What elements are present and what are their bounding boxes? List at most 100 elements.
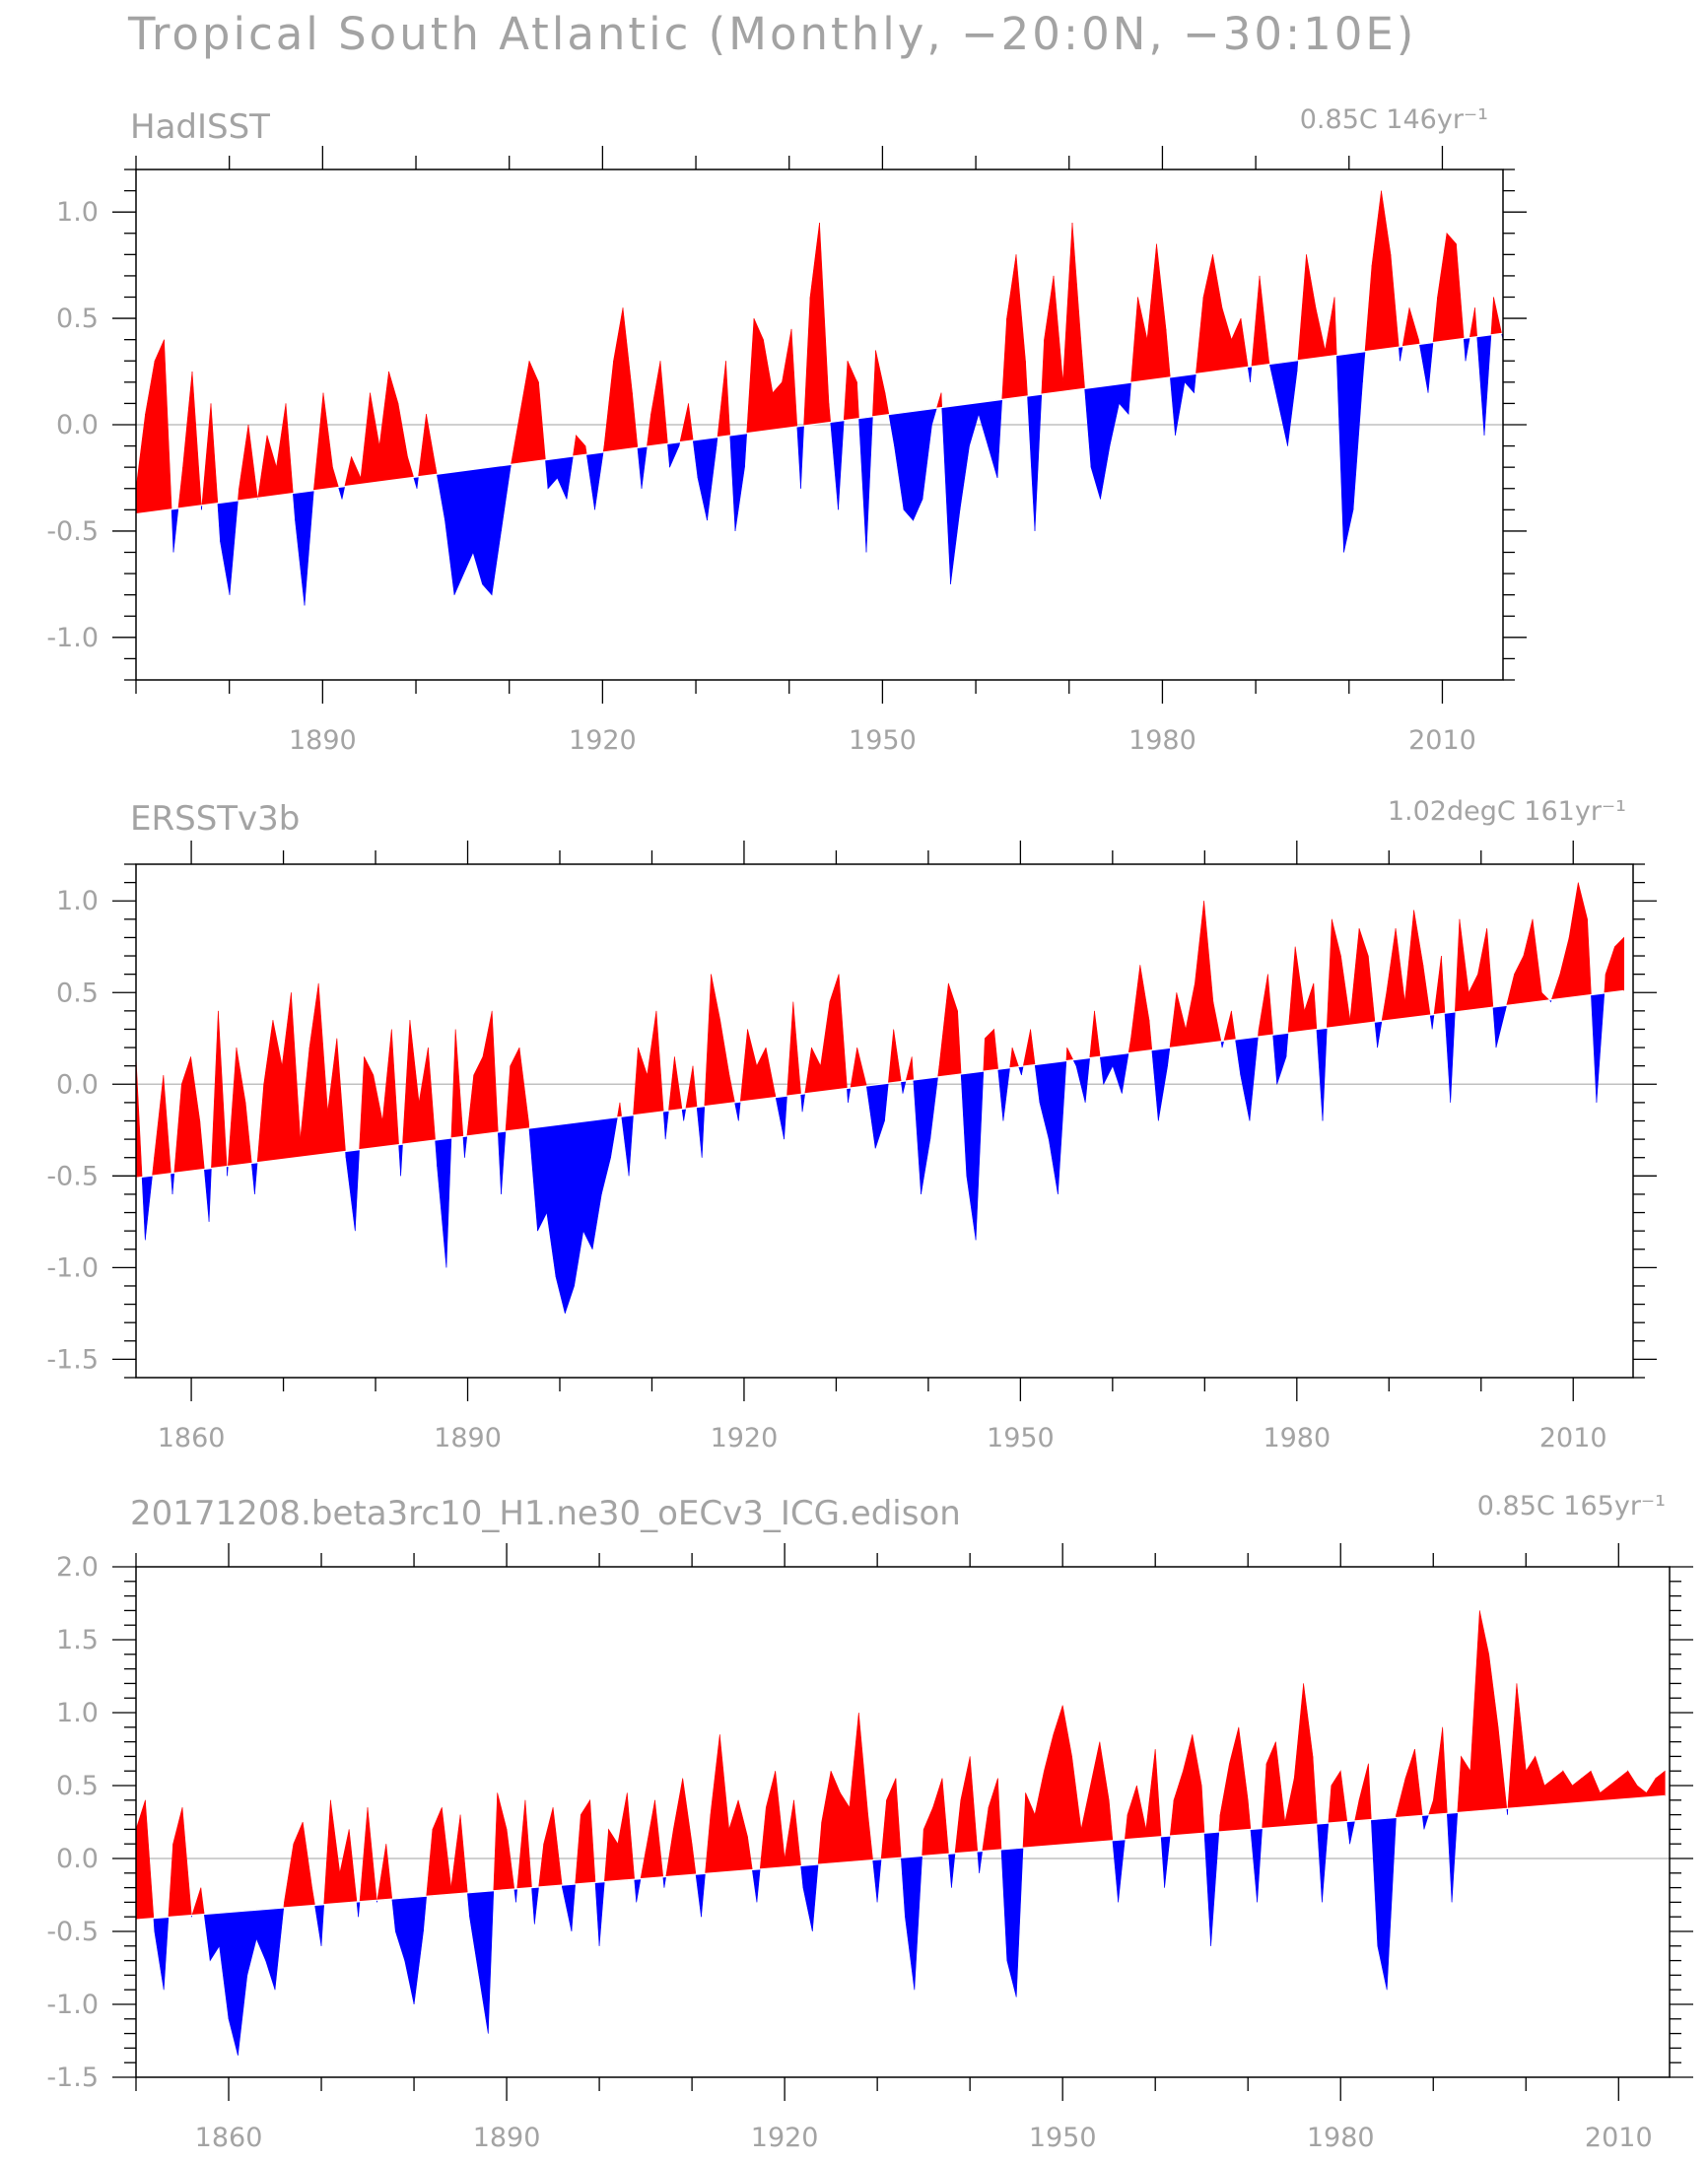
negative-anomaly-segment bbox=[594, 451, 604, 510]
negative-anomaly-segment bbox=[574, 1120, 584, 1287]
negative-anomaly-segment bbox=[1164, 1835, 1171, 1888]
negative-anomaly-segment bbox=[1257, 1828, 1263, 1903]
negative-anomaly-segment bbox=[801, 1093, 806, 1113]
negative-anomaly-segment bbox=[444, 471, 455, 595]
positive-anomaly-segment bbox=[1454, 918, 1461, 1013]
positive-anomaly-segment bbox=[573, 435, 577, 457]
positive-anomaly-segment bbox=[608, 1828, 619, 1882]
negative-anomaly-segment bbox=[600, 1117, 611, 1194]
positive-anomaly-segment bbox=[323, 1799, 331, 1906]
negative-anomaly-segment bbox=[951, 1853, 956, 1888]
negative-anomaly-segment bbox=[1296, 360, 1299, 372]
positive-anomaly-segment bbox=[947, 982, 958, 1076]
negative-anomaly-segment bbox=[345, 1149, 356, 1232]
positive-anomaly-segment bbox=[793, 1799, 801, 1867]
negative-anomaly-segment bbox=[1072, 1058, 1077, 1066]
positive-anomaly-segment bbox=[1333, 297, 1337, 357]
negative-anomaly-segment bbox=[902, 1080, 907, 1094]
positive-anomaly-segment bbox=[840, 1791, 851, 1863]
positive-anomaly-segment bbox=[1185, 982, 1196, 1047]
negative-anomaly-segment bbox=[531, 1887, 535, 1925]
negative-anomaly-segment bbox=[501, 464, 512, 531]
negative-anomaly-segment bbox=[830, 421, 839, 510]
positive-anomaly-segment bbox=[640, 1851, 647, 1879]
negative-anomaly-segment bbox=[557, 456, 568, 500]
negative-anomaly-fill-ersstv3b bbox=[141, 992, 1606, 1314]
positive-anomaly-segment bbox=[1053, 1705, 1063, 1847]
positive-anomaly-segment bbox=[1568, 882, 1579, 998]
negative-anomaly-segment bbox=[1112, 1053, 1123, 1094]
positive-anomaly-segment bbox=[181, 1807, 192, 1917]
negative-anomaly-segment bbox=[988, 399, 998, 479]
positive-anomaly-segment bbox=[589, 1799, 596, 1884]
positive-anomaly-segment bbox=[1265, 1741, 1276, 1829]
positive-anomaly-segment bbox=[518, 1047, 529, 1130]
negative-anomaly-segment bbox=[466, 1892, 470, 1918]
positive-anomaly-segment bbox=[1437, 233, 1448, 343]
positive-anomaly-segment bbox=[938, 982, 949, 1078]
positive-anomaly-segment bbox=[1325, 297, 1335, 358]
negative-anomaly-segment bbox=[1247, 366, 1251, 382]
x-tick-label: 2010 bbox=[1539, 1423, 1607, 1453]
positive-anomaly-segment bbox=[1590, 1771, 1601, 1802]
positive-anomaly-segment bbox=[1229, 1726, 1240, 1832]
positive-anomaly-segment bbox=[1469, 1610, 1480, 1812]
negative-anomaly-segment bbox=[1370, 1818, 1379, 1946]
positive-anomaly-segment bbox=[1165, 328, 1171, 378]
negative-anomaly-segment bbox=[1322, 1027, 1328, 1121]
plot-frame-model-run bbox=[135, 1566, 1671, 2078]
positive-anomaly-segment bbox=[1581, 1770, 1592, 1803]
negative-anomaly-segment bbox=[1346, 1820, 1350, 1845]
positive-anomaly-segment bbox=[1526, 1755, 1536, 1808]
positive-anomaly-segment bbox=[182, 371, 193, 508]
positive-anomaly-segment bbox=[784, 1799, 794, 1868]
y-tick-label: 1.5 bbox=[56, 1625, 99, 1655]
positive-anomaly-segment bbox=[691, 1844, 697, 1875]
positive-anomaly-segment bbox=[1516, 1683, 1527, 1808]
negative-anomaly-segment bbox=[636, 1878, 642, 1903]
positive-anomaly-segment bbox=[351, 456, 362, 487]
negative-anomaly-segment bbox=[669, 441, 680, 468]
positive-anomaly-segment bbox=[359, 1807, 369, 1903]
panel-title-model-run: 20171208.beta3rc10_H1.ne30_oECv3_ICG.edi… bbox=[130, 1494, 961, 1533]
positive-anomaly-segment bbox=[332, 467, 339, 489]
positive-anomaly-segment bbox=[1646, 1777, 1657, 1798]
positive-anomaly-segment bbox=[459, 1814, 468, 1894]
positive-anomaly-segment bbox=[1297, 254, 1307, 362]
positive-anomaly-segment bbox=[145, 361, 156, 513]
negative-anomaly-segment bbox=[1446, 1812, 1453, 1903]
negative-anomaly-segment bbox=[1377, 1020, 1383, 1048]
negative-anomaly-segment bbox=[894, 412, 905, 510]
negative-anomaly-segment bbox=[220, 501, 231, 595]
negative-anomaly-segment bbox=[413, 476, 418, 489]
negative-anomaly-segment bbox=[585, 452, 595, 510]
trend-line-model-run bbox=[135, 1794, 1666, 1921]
positive-anomaly-segment bbox=[244, 1102, 252, 1165]
negative-anomaly-segment bbox=[163, 1917, 170, 1991]
positive-anomaly-segment bbox=[817, 1821, 823, 1865]
positive-anomaly-segment bbox=[1146, 243, 1157, 381]
positive-anomaly-segment bbox=[1212, 254, 1223, 372]
positive-anomaly-segment bbox=[1514, 955, 1525, 1005]
positive-anomaly-segment bbox=[330, 1799, 341, 1905]
x-tick-label: 1980 bbox=[1128, 725, 1196, 756]
positive-anomaly-segment bbox=[1080, 1785, 1091, 1844]
panel-hadisst: HadISST 0.85C 146yr⁻¹ 1.00.50.0-0.5-1.01… bbox=[46, 104, 1527, 756]
negative-anomaly-segment bbox=[695, 1873, 702, 1918]
negative-anomaly-segment bbox=[621, 1115, 630, 1177]
negative-anomaly-segment bbox=[683, 1108, 687, 1121]
positive-anomaly-segment bbox=[302, 1821, 312, 1907]
positive-anomaly-segment bbox=[746, 318, 755, 435]
negative-anomaly-segment bbox=[546, 1124, 557, 1277]
positive-anomaly-segment bbox=[190, 1056, 201, 1172]
positive-anomaly-segment bbox=[811, 1047, 821, 1094]
positive-anomaly-segment bbox=[493, 1792, 499, 1892]
positive-anomaly-segment bbox=[838, 974, 848, 1090]
negative-anomaly-segment bbox=[1400, 346, 1403, 362]
positive-anomaly-segment bbox=[1627, 1770, 1638, 1799]
negative-anomaly-segment bbox=[314, 1904, 322, 1946]
negative-anomaly-segment bbox=[497, 1131, 502, 1194]
negative-anomaly-segment bbox=[1058, 1060, 1067, 1194]
positive-anomaly-segment bbox=[753, 317, 764, 434]
x-tick-label: 2010 bbox=[1408, 725, 1476, 756]
